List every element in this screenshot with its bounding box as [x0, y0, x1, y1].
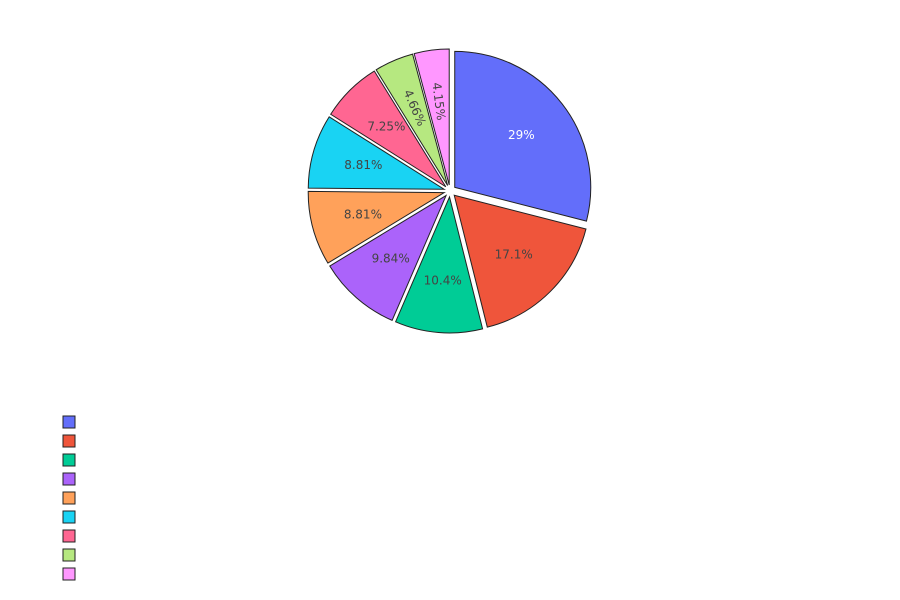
legend-swatch-6[interactable]: [62, 510, 76, 524]
pie-slice-3[interactable]: [394, 195, 484, 334]
pie-slice-1[interactable]: [454, 50, 592, 222]
pie-slice-5[interactable]: [307, 190, 446, 264]
legend-swatch-2[interactable]: [62, 434, 76, 448]
legend-swatch-5[interactable]: [62, 491, 76, 505]
legend-swatch-1[interactable]: [62, 415, 76, 429]
pie-slice-9[interactable]: [413, 48, 450, 186]
pie-slice-2[interactable]: [453, 194, 587, 328]
legend-swatch-9[interactable]: [62, 567, 76, 581]
legend-swatch-4[interactable]: [62, 472, 76, 486]
pie-slice-label-3: 10.4%: [424, 274, 462, 288]
legend-swatch-7[interactable]: [62, 529, 76, 543]
pie-slice-label-2: 17.1%: [495, 248, 533, 262]
legend-swatch-3[interactable]: [62, 453, 76, 467]
pie-slice-label-1: 29%: [508, 128, 535, 142]
pie-slice-label-6: 8.81%: [344, 158, 382, 172]
pie-slice-7[interactable]: [329, 70, 447, 188]
pie-slice-8[interactable]: [375, 53, 449, 186]
pie-slice-4[interactable]: [329, 194, 448, 322]
pie-slice-label-9: 4.15%: [429, 82, 448, 122]
pie-slice-6[interactable]: [307, 116, 446, 190]
pie-slice-label-5: 8.81%: [344, 207, 382, 221]
pie-slice-label-4: 9.84%: [372, 252, 410, 266]
pie-slice-label-7: 7.25%: [367, 119, 405, 133]
legend: [62, 415, 76, 581]
pie-slices: [307, 48, 592, 334]
legend-swatch-8[interactable]: [62, 548, 76, 562]
